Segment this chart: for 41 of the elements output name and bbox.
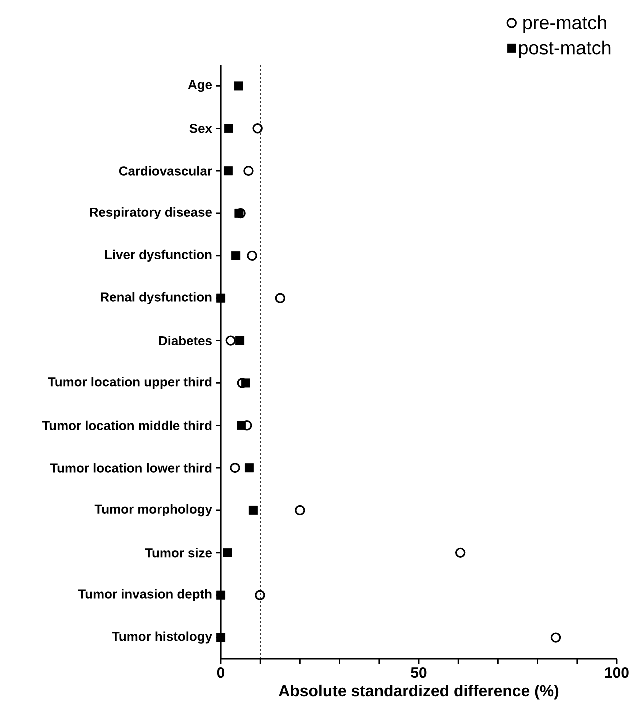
point (248, 506, 258, 516)
y-tick-label: Tumor size (145, 548, 212, 558)
y-tick-label: Renal dysfunction (101, 292, 212, 304)
point (255, 590, 266, 600)
point (224, 124, 234, 134)
point (247, 250, 258, 262)
point (252, 124, 263, 134)
y-tick-label: Cardiovascular (119, 166, 212, 176)
y-tick-label: Tumor location lower third (50, 463, 212, 473)
y-tick-label: Tumor location middle third (42, 420, 212, 430)
point (295, 505, 306, 516)
point (455, 548, 466, 558)
point (236, 336, 245, 346)
point (244, 166, 254, 176)
x-tick-label: 0 (217, 668, 225, 678)
point (245, 464, 254, 473)
point (275, 293, 286, 304)
y-tick-label: Tumor invasion depth (78, 589, 212, 602)
y-tick-label: Tumor location upper third (48, 377, 212, 390)
x-tick-label: 100 (605, 668, 629, 678)
y-tick-label: Age (188, 80, 212, 92)
point (234, 82, 244, 91)
point (232, 251, 241, 260)
y-tick-label: Liver dysfunction (105, 250, 212, 262)
y-tick-label: Sex (190, 124, 212, 134)
x-tick-label: 50 (411, 668, 427, 678)
y-tick-label: Tumor morphology (94, 504, 212, 517)
x-axis-title: Absolute standardized difference (%) (279, 684, 559, 700)
point (216, 633, 226, 642)
point (226, 336, 236, 346)
point (216, 590, 226, 600)
legend-label: post-match (519, 40, 611, 58)
point (223, 548, 232, 558)
point (216, 294, 226, 303)
point (230, 462, 240, 474)
y-tick-label: Tumor histology (112, 632, 212, 644)
y-tick-label: Diabetes (159, 336, 212, 346)
point (224, 166, 234, 176)
legend-label: pre-match (524, 16, 606, 34)
point (550, 632, 562, 643)
y-tick-label: Respiratory disease (90, 207, 212, 220)
